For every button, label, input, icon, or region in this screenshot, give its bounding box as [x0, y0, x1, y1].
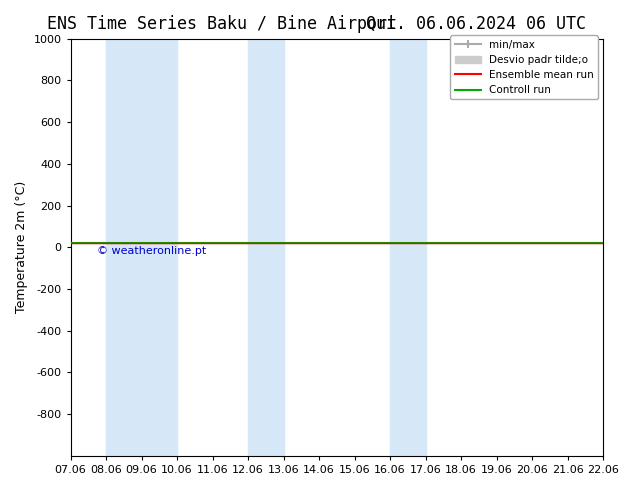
- Bar: [106, 39, 177, 456]
- Bar: [390, 39, 425, 456]
- Text: © weatheronline.pt: © weatheronline.pt: [97, 246, 207, 256]
- Y-axis label: Temperature 2m (°C): Temperature 2m (°C): [15, 181, 28, 314]
- Text: Qui. 06.06.2024 06 UTC: Qui. 06.06.2024 06 UTC: [365, 15, 586, 33]
- Text: ENS Time Series Baku / Bine Airport: ENS Time Series Baku / Bine Airport: [47, 15, 397, 33]
- Bar: [248, 39, 283, 456]
- Legend: min/max, Desvio padr tilde;o, Ensemble mean run, Controll run: min/max, Desvio padr tilde;o, Ensemble m…: [450, 35, 598, 99]
